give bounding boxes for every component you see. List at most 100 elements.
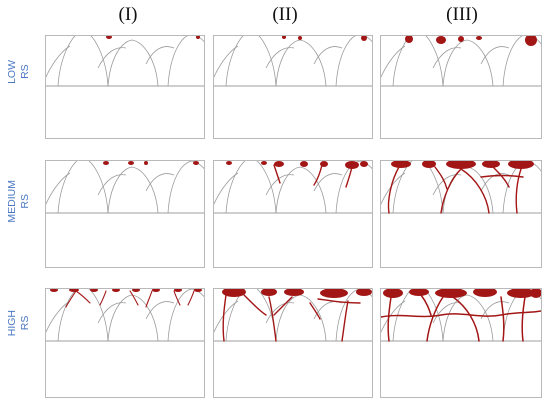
crack-blob bbox=[50, 289, 58, 292]
grain-outline bbox=[442, 294, 494, 342]
grain-outline bbox=[46, 45, 71, 78]
crack-blob bbox=[422, 161, 436, 168]
crack-blob bbox=[356, 289, 372, 296]
crack-path bbox=[75, 290, 91, 304]
crack-blob bbox=[284, 289, 304, 296]
crack-blob bbox=[226, 161, 232, 165]
grain-outline bbox=[381, 45, 406, 78]
crack-blob bbox=[507, 289, 535, 298]
panel-medium-ii bbox=[213, 160, 373, 268]
crack-blob bbox=[345, 161, 359, 169]
crack-path bbox=[515, 168, 522, 214]
grain-outline bbox=[214, 300, 239, 333]
grain-outline bbox=[392, 36, 444, 87]
panel-medium-ii-drawing bbox=[214, 161, 372, 214]
grain-outline bbox=[97, 302, 127, 324]
grain-outline bbox=[46, 172, 71, 205]
column-header-iii: (III) bbox=[446, 4, 478, 25]
grain-outline bbox=[335, 161, 372, 214]
crack-path bbox=[460, 168, 490, 214]
grain-outline bbox=[335, 36, 372, 87]
grain-outline bbox=[107, 166, 159, 214]
crack-blob bbox=[174, 289, 182, 292]
panel-low-i-drawing bbox=[46, 36, 204, 87]
crack-blob bbox=[274, 161, 284, 167]
crack-path bbox=[317, 298, 361, 304]
crack-blob bbox=[300, 161, 308, 167]
crack-path bbox=[222, 294, 227, 342]
row-label-low: LOW RS bbox=[4, 60, 34, 84]
crack-blob bbox=[282, 36, 286, 39]
crack-path bbox=[420, 294, 432, 316]
crack-blob bbox=[446, 161, 476, 169]
grain-outline bbox=[214, 172, 239, 205]
row-label-medium-text: MEDIUM RS bbox=[6, 180, 31, 223]
grain-outline bbox=[167, 289, 204, 342]
grain-outline bbox=[432, 174, 462, 196]
crack-blob bbox=[90, 289, 98, 292]
grain-outline bbox=[57, 161, 109, 214]
panel-low-i bbox=[45, 35, 205, 139]
crack-blob bbox=[530, 289, 541, 298]
crack-blob bbox=[193, 161, 199, 165]
crack-path bbox=[129, 290, 139, 306]
crack-blob bbox=[144, 161, 148, 165]
crack-path bbox=[387, 166, 400, 214]
grain-outline bbox=[145, 46, 175, 65]
row-label-low-text: LOW RS bbox=[6, 60, 31, 84]
panel-high-ii bbox=[213, 288, 373, 398]
grain-outline bbox=[225, 36, 277, 87]
crack-blob bbox=[436, 36, 446, 44]
crack-blob bbox=[405, 36, 413, 43]
grain-outline bbox=[57, 36, 109, 87]
crack-path bbox=[173, 290, 181, 306]
crack-blob bbox=[473, 289, 497, 297]
column-header-ii: (II) bbox=[272, 4, 298, 25]
crack-blob bbox=[360, 161, 368, 167]
grain-outline bbox=[275, 166, 327, 214]
grain-outline bbox=[265, 174, 295, 196]
panel-high-ii-drawing bbox=[214, 289, 372, 342]
grain-outline bbox=[381, 300, 406, 333]
crack-path bbox=[99, 290, 107, 306]
crack-blob bbox=[476, 36, 482, 40]
grain-outline bbox=[392, 289, 444, 342]
panel-medium-iii-drawing bbox=[381, 161, 541, 214]
crack-path bbox=[341, 300, 349, 342]
crack-blob bbox=[261, 161, 267, 165]
crack-path bbox=[65, 290, 77, 308]
panel-medium-iii bbox=[380, 160, 542, 268]
crack-path bbox=[313, 164, 323, 186]
panel-medium-i bbox=[45, 160, 205, 268]
crack-path bbox=[309, 302, 321, 320]
crack-path bbox=[145, 290, 153, 308]
panel-medium-i-drawing bbox=[46, 161, 204, 214]
panel-high-i bbox=[45, 288, 205, 398]
crack-blob bbox=[383, 289, 403, 298]
grain-outline bbox=[432, 302, 462, 324]
grain-outline bbox=[225, 161, 277, 214]
grain-outline bbox=[167, 36, 204, 87]
crack-blob bbox=[391, 161, 411, 168]
crack-blob bbox=[196, 36, 200, 39]
crack-blob bbox=[409, 289, 429, 296]
grain-outline bbox=[225, 289, 277, 342]
panel-low-ii bbox=[213, 35, 373, 139]
crack-path bbox=[243, 294, 267, 316]
grain-outline bbox=[107, 294, 159, 342]
crack-path bbox=[345, 166, 353, 188]
crack-blob bbox=[482, 161, 500, 168]
crack-blob bbox=[222, 289, 246, 297]
row-label-medium: MEDIUM RS bbox=[4, 180, 34, 223]
crack-blob bbox=[112, 289, 120, 292]
crack-path bbox=[381, 310, 541, 318]
grain-outline bbox=[265, 47, 295, 69]
crack-blob bbox=[194, 289, 202, 292]
crack-blob bbox=[128, 161, 134, 165]
crack-blob bbox=[458, 36, 464, 42]
grain-outline bbox=[275, 294, 327, 342]
grain-outline bbox=[265, 302, 295, 324]
crack-path bbox=[440, 168, 462, 214]
grain-outline bbox=[57, 289, 109, 342]
grain-outline bbox=[107, 39, 159, 87]
